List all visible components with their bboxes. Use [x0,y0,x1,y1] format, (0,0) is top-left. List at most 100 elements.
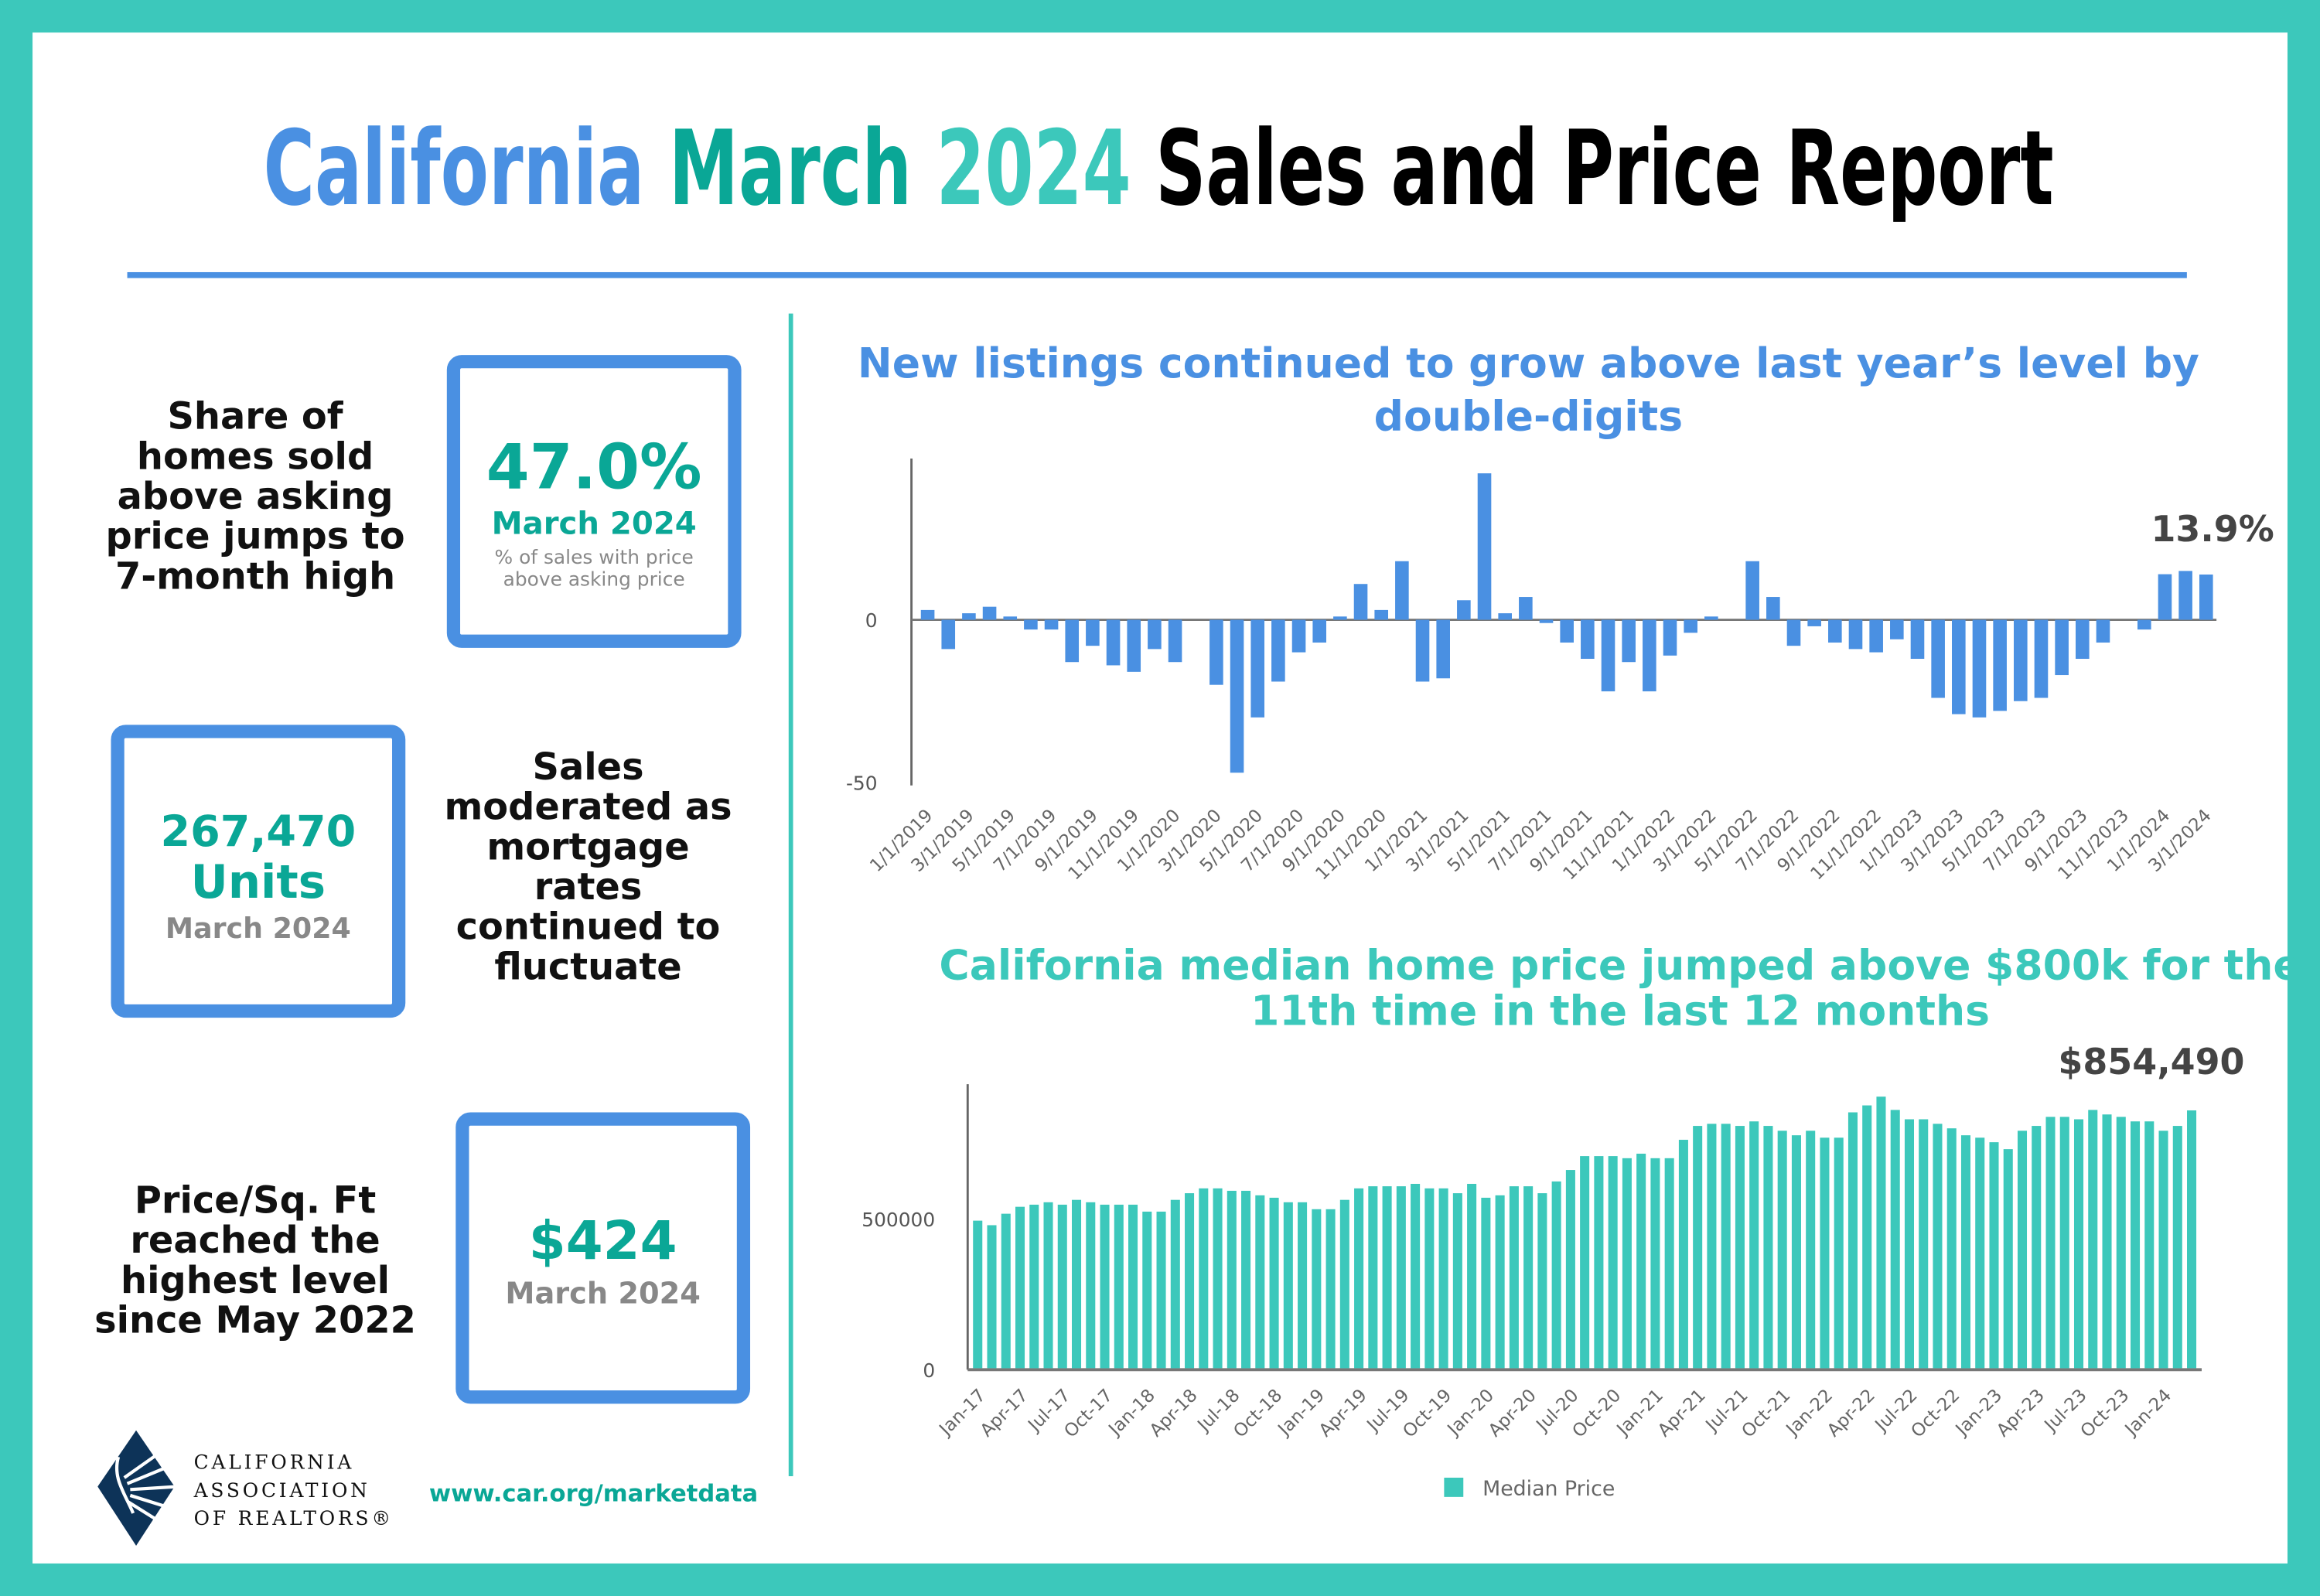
listings-bar [1106,619,1121,666]
price-bar [1890,1110,1900,1369]
price-bar [2131,1121,2141,1369]
price-bar [1565,1170,1575,1369]
above-asking-note: % of sales with price above asking price [460,547,728,592]
caption-price-sqft: Price/Sq. Ft reached the highest level sinc… [89,1180,421,1340]
listings-bar [2158,574,2172,620]
listings-bar [1704,616,1718,620]
price-bar [1862,1105,1872,1369]
price-bar [1339,1199,1349,1369]
title-march: March [669,108,912,222]
caption-line: highest level [121,1258,391,1302]
listings-bar [920,609,935,620]
price-bar [1495,1195,1505,1369]
price-bar [2003,1149,2013,1369]
caption-line: above asking [117,475,394,518]
listings-bar [1560,619,1574,643]
price-bar [1057,1204,1067,1369]
price-bar [1424,1188,1435,1369]
listings-bar [1353,584,1368,620]
price-bar [1086,1202,1096,1369]
listings-bar [1643,619,1656,692]
y-tick-label: 500000 [861,1209,935,1231]
price-bar [987,1225,997,1369]
price-bar [1975,1137,1985,1369]
x-tick-label: Apr-22 [1824,1386,1879,1441]
price-bar [1185,1193,1195,1369]
price-bar [1904,1119,1914,1369]
price-chart-title: California median home price jumped abov… [939,940,2301,1036]
listings-bar [1291,619,1306,653]
title-year: 2024 [937,108,1131,222]
price-bar [2116,1117,2126,1369]
listings-bar [1663,619,1677,656]
price-bar [1707,1124,1717,1369]
price-bar [1608,1156,1618,1369]
price-bar [1919,1119,1929,1369]
price-bar [1509,1186,1519,1369]
x-tick-label: Apr-17 [977,1386,1032,1441]
price-bar [1467,1184,1477,1369]
listings-bar [1766,597,1780,620]
market-data-link[interactable]: www.car.org/marketdata [428,1478,759,1508]
listings-bar [2178,571,2192,620]
price-bar [1213,1188,1223,1369]
price-bar [1678,1140,1688,1369]
listings-bar [1415,619,1430,682]
listings-bar [1828,619,1842,643]
price-bar [1029,1204,1039,1369]
price-bar [2059,1117,2069,1369]
price-bar [1481,1197,1491,1369]
price-bar [1368,1186,1378,1369]
caption-line: 7-month high [114,554,396,598]
price-bar [1382,1186,1392,1369]
listings-bar [1601,619,1615,692]
price-bar [1452,1193,1462,1369]
price-bar [1933,1124,1943,1369]
listings-bar [2034,619,2049,698]
listings-bar [1910,619,1925,660]
price-bar [973,1220,983,1369]
price-bar [2073,1119,2084,1369]
price-bar [1989,1142,1999,1369]
x-tick-label: Apr-23 [1993,1386,2049,1441]
listings-bar [1230,619,1244,773]
listings-chart-title: New listings continued to grow above las… [857,339,2199,442]
above-asking-card: 47.0% March 2024 % of sales with price ab… [446,355,742,648]
price-bar [1594,1156,1604,1369]
x-tick-label: Jan-24 [2120,1386,2175,1441]
x-tick-label: Apr-20 [1485,1386,1540,1441]
listings-bar [1374,609,1389,620]
price-bar [1411,1184,1421,1369]
listings-bar [1786,619,1801,646]
listings-bar [1044,619,1059,630]
listings-bar [1581,619,1595,660]
caption-line: price jumps to [105,514,405,558]
caption-sales: Sales moderated as mortgage rates continued … [429,747,747,987]
price-bar [1763,1126,1773,1369]
caption-line: mortgage [486,825,690,868]
price-bar [2032,1126,2042,1369]
price-bar [1777,1130,1787,1369]
price-bar [1735,1126,1745,1369]
listings-bar [1931,619,1945,698]
caption-line: rates [534,865,643,909]
price-bar [1664,1158,1674,1369]
listings-bar [1993,619,2007,711]
latest-value-label: 13.9% [2151,508,2274,550]
legend-swatch [1444,1477,1464,1497]
sales-unit: Units [190,856,326,910]
caption-line: moderated as [444,785,732,829]
listings-bar [1848,619,1863,650]
price-bar [1580,1156,1590,1369]
logo-line: CALIFORNIA [193,1452,355,1475]
caption-line: fluctuate [494,945,682,988]
price-bar [1551,1181,1561,1369]
price-bar [1650,1158,1660,1369]
listings-bar [1952,619,1966,714]
price-bar [1847,1112,1858,1369]
price-bar [1960,1135,1971,1369]
column-divider [788,313,793,1477]
price-bar [1721,1124,1731,1369]
price-sqft-card: $424 March 2024 [455,1112,751,1404]
listings-bar [1498,613,1512,620]
